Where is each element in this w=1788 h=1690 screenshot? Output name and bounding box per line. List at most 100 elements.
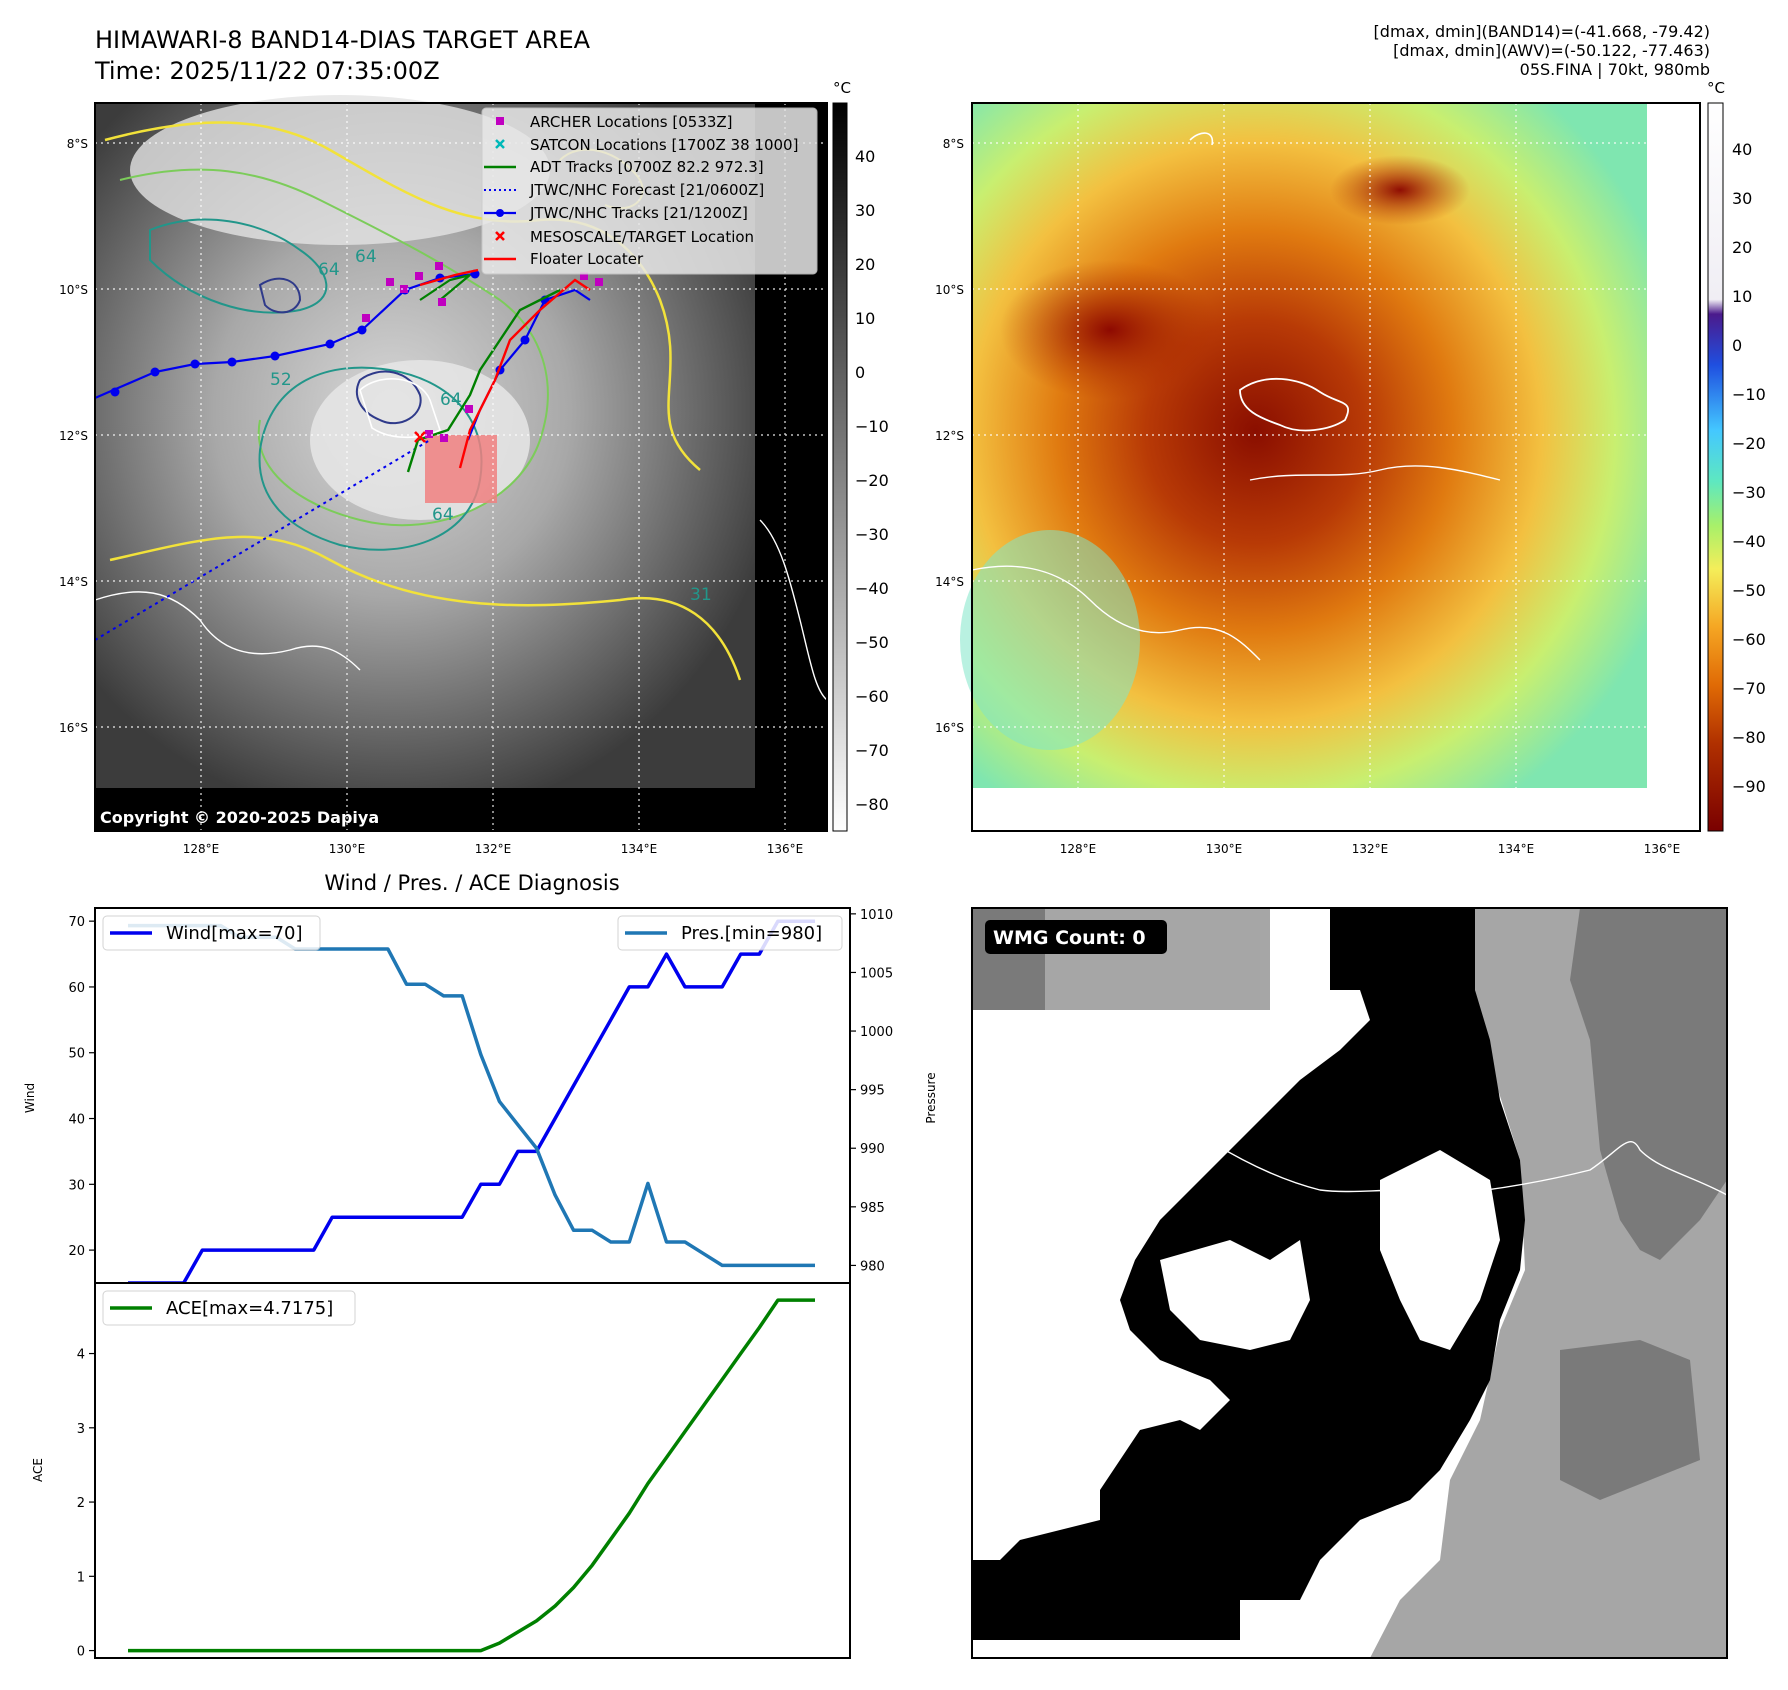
contour-teal-north <box>149 218 328 314</box>
floater-locater-line <box>458 278 591 469</box>
left-cb-tick: −10 <box>855 417 889 436</box>
wmg-badge <box>985 920 1167 954</box>
archer-point <box>362 314 370 322</box>
wind-tick-label: 70 <box>68 915 85 930</box>
jtwc-forecast-line <box>94 439 431 641</box>
lon-tick-label: 128°E <box>1060 842 1097 856</box>
lon-tick-label: 130°E <box>1206 842 1243 856</box>
wmg-panel: WMG Count: 0 <box>971 907 1728 1659</box>
lat-tick-label: 10°S <box>59 283 88 297</box>
lat-tick-label: 16°S <box>59 721 88 735</box>
left-cb-tick: 40 <box>855 147 875 166</box>
ace-tick-label: 1 <box>77 1570 85 1585</box>
lon-tick-label: 134°E <box>621 842 658 856</box>
wmg-dark-gray-se <box>1560 1340 1700 1500</box>
jtwc-point <box>150 367 160 377</box>
contour-label: 52 <box>270 370 292 390</box>
right-colorbar: °C 40 30 20 10 0 −10 −20 −30 −40 −50 −60… <box>1707 79 1766 832</box>
legend-swatch-mesoscale <box>495 231 505 241</box>
right-awv-map: 8°S 10°S 12°S 14°S 16°S 128°E 130°E 132°… <box>935 102 1701 856</box>
left-colorbar-gradient <box>832 102 848 832</box>
left-ir-map: 64 64 64 64 52 31 Copyright © 2020-2025 … <box>59 95 828 856</box>
ace-series-line <box>128 1298 815 1653</box>
contour-navy-eye <box>355 370 422 425</box>
legend-label-satcon: SATCON Locations [1700Z 38 1000] <box>530 136 798 154</box>
right-cb-tick: −60 <box>1732 630 1766 649</box>
left-map-lat-ticks: 8°S 10°S 12°S 14°S 16°S <box>59 137 88 735</box>
archer-point <box>440 434 448 442</box>
pressure-tick-label: 995 <box>860 1084 885 1099</box>
legend-swatch-archer <box>496 117 504 125</box>
jtwc-point <box>227 357 237 367</box>
cold-band-nw <box>1000 260 1220 400</box>
ace-panel: ACE 0 1 2 3 4 ACE[max=4.7175] <box>31 1282 851 1660</box>
right-cb-tick: −20 <box>1732 434 1766 453</box>
coastline-mainland-west <box>94 591 361 671</box>
lon-tick-label: 132°E <box>475 842 512 856</box>
wmg-count-text: WMG Count: 0 <box>993 927 1146 949</box>
ace-axis-label: ACE <box>31 1458 45 1482</box>
wind-tick-label: 50 <box>68 1047 85 1062</box>
lat-tick-label: 14°S <box>59 575 88 589</box>
contour-navy-north <box>258 277 302 314</box>
wind-tick-label: 60 <box>68 981 85 996</box>
legend-label-mesoscale: MESOSCALE/TARGET Location <box>530 228 754 246</box>
pressure-legend-box <box>617 915 843 951</box>
left-cb-tick: −70 <box>855 741 889 760</box>
left-cb-tick: −60 <box>855 687 889 706</box>
archer-point <box>415 272 423 280</box>
right-map-lon-ticks: 128°E 130°E 132°E 134°E 136°E <box>1060 842 1681 856</box>
jtwc-point <box>110 387 120 397</box>
wind-pressure-panel: Wind Pressure 20 30 40 50 60 70 980 985 990 995 1… <box>23 907 938 1285</box>
archer-point <box>465 405 473 413</box>
left-cb-tick: −50 <box>855 633 889 652</box>
left-cb-tick: −30 <box>855 525 889 544</box>
left-cb-tick: 10 <box>855 309 875 328</box>
storm-info-text: 05S.FINA | 70kt, 980mb <box>1519 60 1710 79</box>
pressure-tick-label: 990 <box>860 1142 885 1157</box>
wmg-white-inner <box>1160 1240 1310 1350</box>
lat-tick-label: 10°S <box>935 283 964 297</box>
pressure-tick-label: 1005 <box>860 966 893 981</box>
right-map-frame <box>971 102 1701 832</box>
right-cb-tick: −50 <box>1732 581 1766 600</box>
legend-label-jtwc: JTWC/NHC Tracks [21/1200Z] <box>529 204 748 222</box>
legend-label-floater: Floater Locater <box>530 250 644 268</box>
mesoscale-target-box <box>425 435 497 503</box>
coastline-mainland-east <box>759 519 828 701</box>
left-cb-tick: 30 <box>855 201 875 220</box>
contour-label: 64 <box>440 390 462 410</box>
ace-tick-label: 2 <box>77 1496 85 1511</box>
contour-label: 64 <box>318 260 340 280</box>
figure-title: HIMAWARI-8 BAND14-DIAS TARGET AREA <box>95 26 591 54</box>
figure-time: Time: 2025/11/22 07:35:00Z <box>95 57 440 85</box>
right-cb-tick: 0 <box>1732 336 1742 355</box>
wind-legend-label: Wind[max=70] <box>166 923 303 944</box>
pressure-tick-label: 980 <box>860 1259 885 1274</box>
lat-tick-label: 14°S <box>935 575 964 589</box>
jtwc-point <box>325 339 335 349</box>
legend-box <box>481 107 818 275</box>
meta-block: [dmax, dmin](BAND14)=(-41.668, -79.42) [… <box>1374 22 1710 79</box>
legend-label-archer: ARCHER Locations [0533Z] <box>530 113 733 131</box>
right-map-lat-ticks: 8°S 10°S 12°S 14°S 16°S <box>935 137 964 735</box>
wind-pressure-frame <box>94 907 851 1284</box>
archer-point <box>400 285 408 293</box>
right-map-gridlines <box>972 103 1700 831</box>
lon-tick-label: 130°E <box>329 842 366 856</box>
contour-label: 64 <box>355 247 377 267</box>
lon-tick-label: 128°E <box>183 842 220 856</box>
left-cb-tick: 20 <box>855 255 875 274</box>
pressure-legend: Pres.[min=980] <box>617 915 843 951</box>
wmg-dark-gray-ne <box>1570 908 1727 1260</box>
left-map-frame <box>94 102 828 832</box>
lon-tick-label: 136°E <box>767 842 804 856</box>
ace-legend-box <box>102 1290 356 1326</box>
pressure-tick-label: 1000 <box>860 1025 893 1040</box>
pressure-axis-label: Pressure <box>924 1072 938 1123</box>
left-colorbar-unit: °C <box>833 79 851 97</box>
right-cb-tick: −70 <box>1732 679 1766 698</box>
legend-swatch-satcon <box>495 139 505 149</box>
jtwc-point <box>270 351 280 361</box>
